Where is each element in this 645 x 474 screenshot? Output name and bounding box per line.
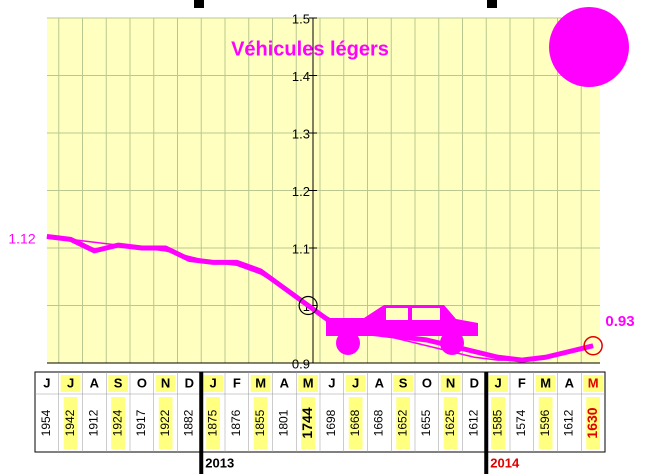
count-highlight (538, 397, 553, 449)
month-highlight (583, 375, 603, 392)
count-label: 1855 (253, 409, 267, 436)
count-highlight (158, 397, 173, 449)
series-line (46, 235, 594, 361)
count-highlight (253, 397, 268, 449)
decoration (194, 0, 204, 8)
marker-circle (583, 336, 603, 356)
month-label: N (446, 375, 455, 390)
count-label: 1698 (324, 409, 338, 436)
month-label: J (43, 375, 50, 390)
month-label: S (399, 375, 408, 390)
count-label: 1882 (182, 409, 196, 436)
month-highlight (155, 375, 176, 392)
month-label: F (233, 375, 241, 390)
count-highlight (206, 397, 220, 449)
count-highlight (491, 397, 505, 449)
month-label: A (90, 375, 100, 390)
month-highlight (60, 375, 81, 392)
count-highlight (348, 397, 363, 449)
count-label: 1612 (562, 409, 576, 436)
count-label: 1801 (277, 409, 291, 436)
month-label: J (495, 375, 502, 390)
month-label: O (137, 375, 147, 390)
year-label: 2014 (490, 455, 520, 470)
count-label: 1917 (134, 409, 148, 436)
month-label: N (161, 375, 170, 390)
month-label: M (303, 375, 314, 390)
y-tick-label: 1.3 (292, 126, 310, 141)
month-highlight (203, 375, 223, 392)
count-highlight (396, 397, 410, 449)
month-label: M (540, 375, 551, 390)
count-label: 1942 (63, 409, 77, 436)
month-label: J (67, 375, 74, 390)
count-label: 1612 (467, 409, 481, 436)
decoration-circle (549, 7, 629, 87)
month-highlight (108, 375, 128, 392)
month-label: M (255, 375, 266, 390)
count-label: 1668 (348, 409, 362, 436)
decoration (487, 0, 497, 8)
month-label: J (352, 375, 359, 390)
year-label: 2013 (205, 455, 234, 470)
month-table: J 1954 J 1942 A 1912 S 1924 O 1917 N 1922 D 1882 J 1875… (34, 371, 606, 474)
count-label: 1924 (110, 409, 124, 436)
month-label: M (588, 375, 599, 390)
month-label: O (422, 375, 432, 390)
count-label: 1585 (490, 409, 504, 436)
count-label: 1954 (39, 409, 53, 436)
month-label: A (565, 375, 575, 390)
count-label: 1922 (158, 409, 172, 436)
y-tick-label: 1.4 (292, 69, 310, 84)
month-label: A (375, 375, 385, 390)
count-label: 1912 (87, 409, 101, 436)
month-label: D (185, 375, 194, 390)
count-label: 1630 (584, 407, 600, 438)
count-highlight (63, 397, 78, 449)
end-label: 0.93 (605, 313, 634, 330)
marker-circle (298, 295, 318, 316)
grid: 0.911.11.21.31.41.5 (47, 11, 600, 371)
y-tick-label: 1.2 (292, 184, 310, 199)
car-icon (326, 305, 478, 355)
start-label: 1.12 (8, 231, 35, 247)
month-highlight (440, 375, 461, 392)
month-label: J (328, 375, 335, 390)
month-label: S (114, 375, 123, 390)
count-label: 1652 (395, 409, 409, 436)
count-highlight (586, 397, 600, 449)
count-label: 1876 (229, 409, 243, 436)
count-label: 1655 (419, 409, 433, 436)
count-highlight (301, 397, 315, 449)
month-highlight (250, 375, 271, 392)
count-highlight (111, 397, 125, 449)
y-tick-label: 1.1 (292, 241, 310, 256)
month-highlight (298, 375, 318, 392)
month-label: F (518, 375, 526, 390)
y-tick-label: 0.9 (292, 356, 310, 371)
month-label: D (470, 375, 479, 390)
month-highlight (488, 375, 508, 392)
chart-title: Véhicules légers (231, 38, 389, 60)
count-highlight (443, 397, 458, 449)
month-highlight (345, 375, 366, 392)
count-label: 1668 (372, 409, 386, 436)
count-label: 1875 (205, 409, 219, 436)
count-label: 1596 (538, 409, 552, 436)
y-tick-label: 1.5 (292, 11, 310, 26)
month-highlight (393, 375, 413, 392)
count-label: 1625 (443, 409, 457, 436)
count-label: 1744 (299, 407, 315, 438)
month-label: A (280, 375, 290, 390)
lines (46, 234, 603, 363)
month-highlight (535, 375, 556, 392)
count-label: 1574 (514, 409, 528, 436)
month-label: J (210, 375, 217, 390)
